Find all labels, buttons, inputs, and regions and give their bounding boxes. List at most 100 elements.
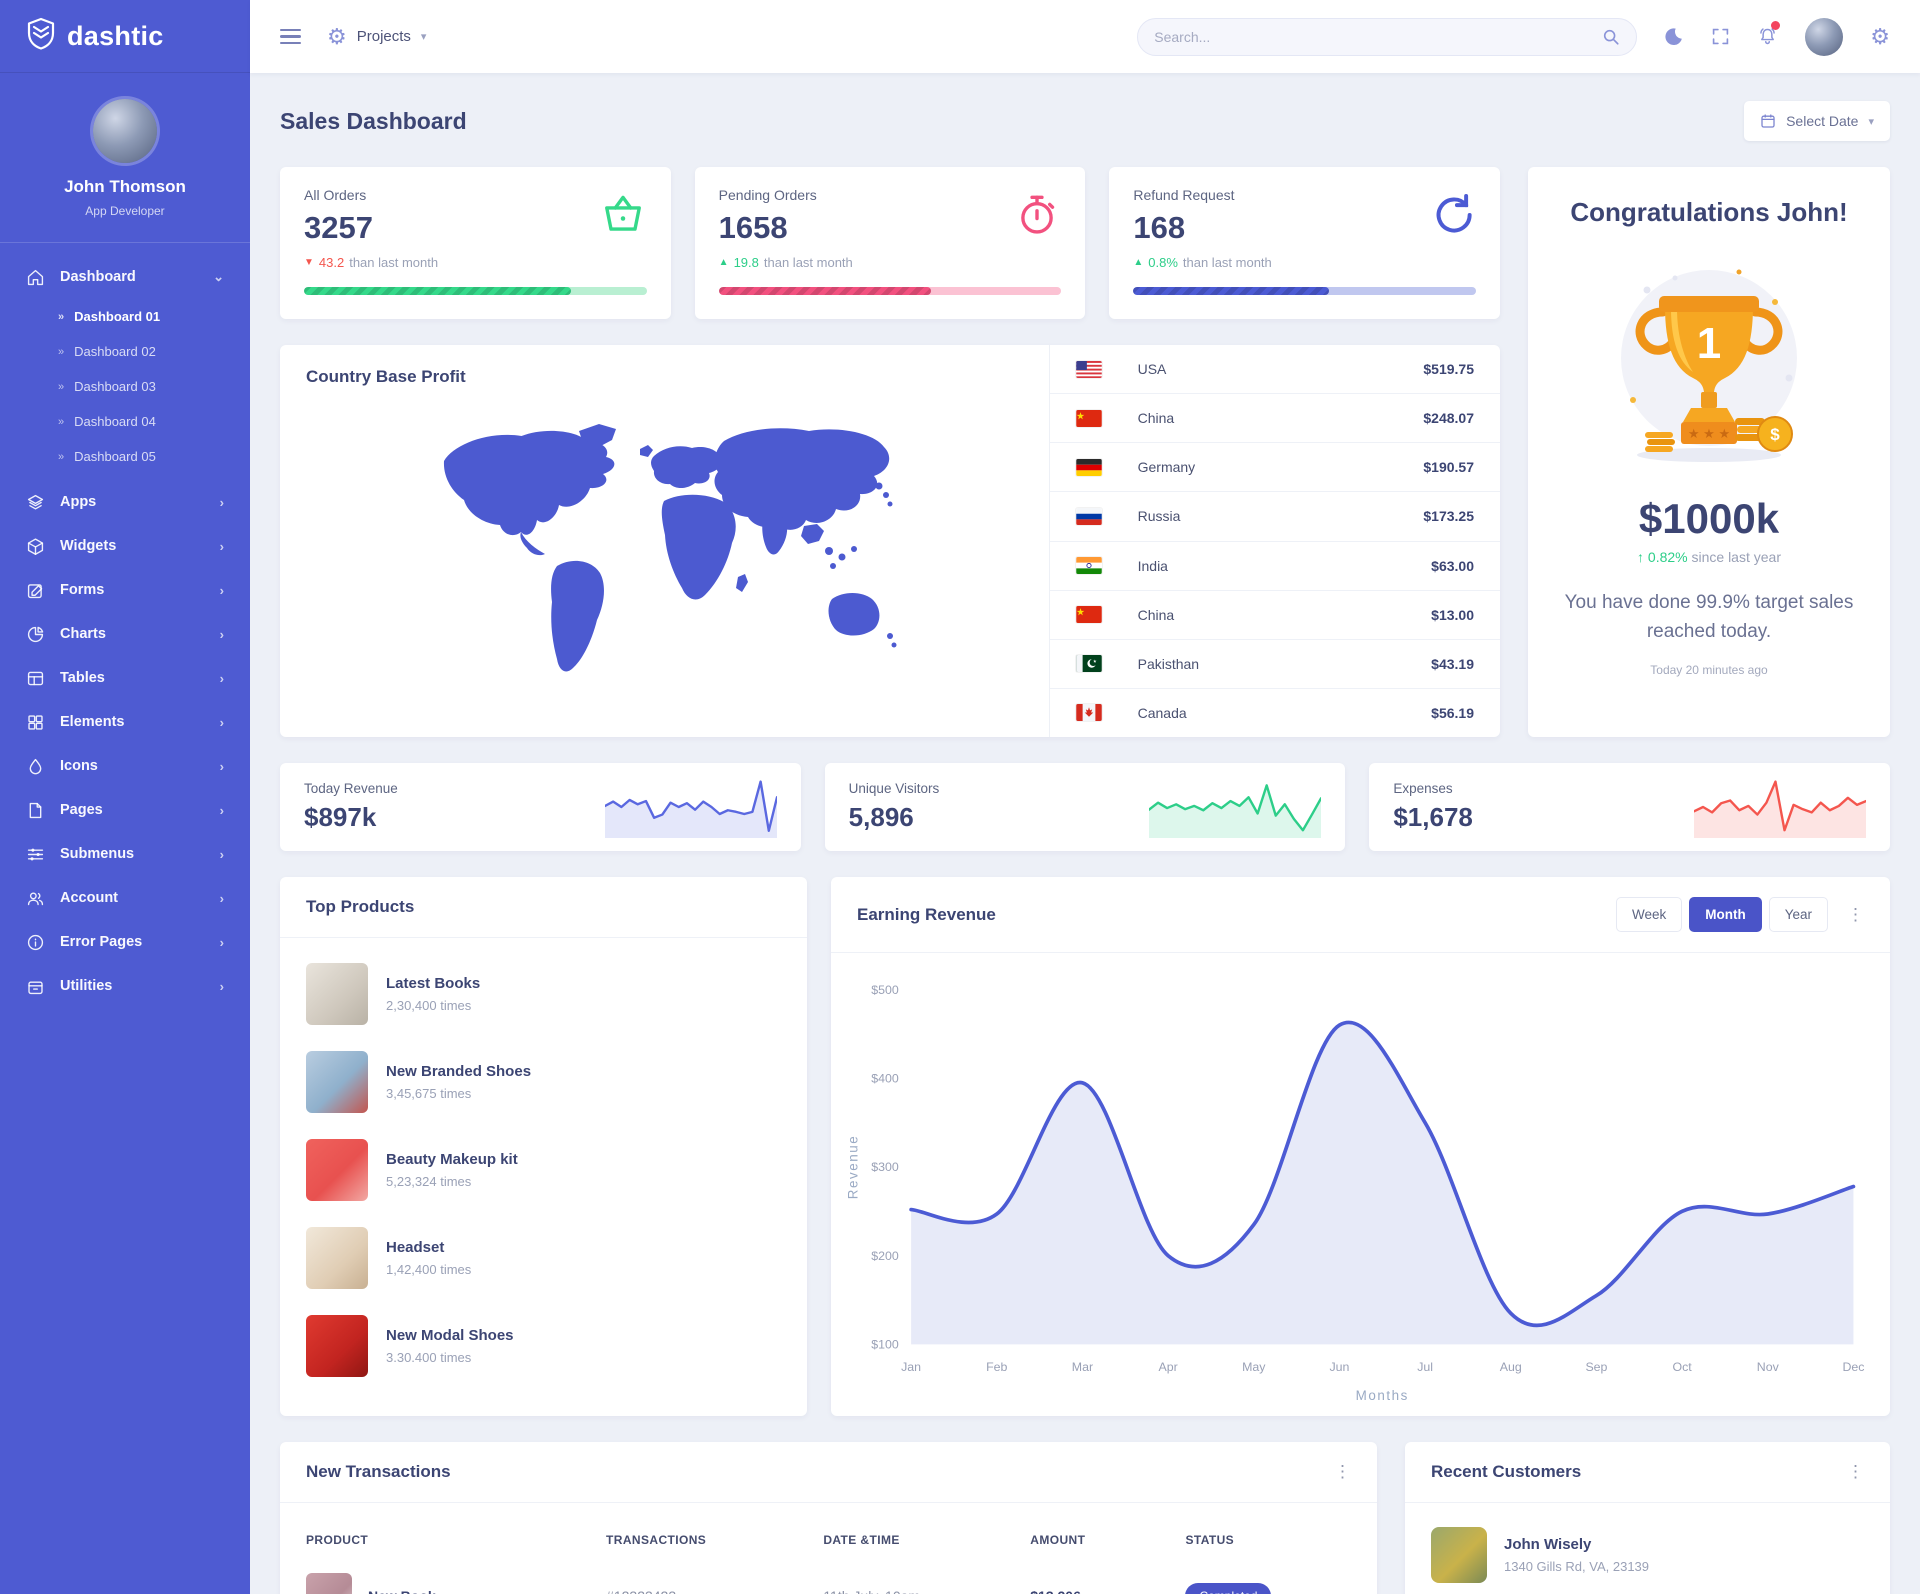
table-row[interactable]: New Book #12323423 11th July, 10am $13,2…: [306, 1561, 1351, 1594]
top-products-card: Top Products Latest Books 2,30,400 times: [280, 877, 807, 1417]
brand[interactable]: dashtic: [0, 0, 250, 73]
table-row[interactable]: Canada $56.19: [1050, 689, 1500, 737]
sidebar-item-forms[interactable]: Forms ›: [0, 568, 250, 612]
earning-revenue-title: Earning Revenue: [857, 904, 996, 924]
status-badge[interactable]: Completed: [1185, 1583, 1272, 1594]
double-chevron-icon: »: [58, 380, 65, 393]
sidebar-item-tables[interactable]: Tables ›: [0, 656, 250, 700]
page-content: Sales Dashboard Select Date ▾: [250, 73, 1920, 1594]
sidebar-subitem-dashboard-01[interactable]: » Dashboard 01: [58, 309, 161, 324]
list-item-latest-books[interactable]: Latest Books 2,30,400 times: [306, 950, 781, 1038]
sidebar-item-widgets[interactable]: Widgets ›: [0, 524, 250, 568]
table-row[interactable]: Pakisthan $43.19: [1049, 640, 1500, 689]
sidebar-item-charts[interactable]: Charts ›: [0, 612, 250, 656]
svg-text:★ ★ ★: ★ ★ ★: [1688, 426, 1730, 441]
sidebar-item-pages[interactable]: Pages ›: [0, 788, 250, 832]
earning-tabs: Week Month Year ⋮: [1615, 897, 1864, 932]
refresh-icon: [1428, 191, 1476, 270]
topbar: ⚙ Projects ▾: [250, 0, 1920, 73]
sidebar: dashtic John Thomson App Developer Dashb…: [0, 0, 250, 1594]
sidebar-item-elements[interactable]: Elements ›: [0, 700, 250, 744]
new-transactions-card: New Transactions ⋮ PRODUCT TRANSACTIONS …: [280, 1442, 1377, 1594]
grid-icon: [26, 712, 45, 733]
topbar-icons: ⚙: [1663, 17, 1890, 56]
search-input[interactable]: [1154, 28, 1593, 45]
table-row[interactable]: Russia $173.25: [1049, 492, 1500, 542]
search-icon[interactable]: [1602, 28, 1620, 46]
double-chevron-icon: »: [58, 345, 65, 358]
pencil-square-icon: [26, 580, 45, 601]
expenses-card: Expenses $1,678: [1369, 763, 1891, 851]
moon-icon[interactable]: [1663, 26, 1684, 47]
double-chevron-icon: »: [58, 450, 65, 463]
world-map[interactable]: [306, 387, 1023, 715]
table-row[interactable]: Germany $190.57: [1049, 443, 1500, 493]
svg-text:Feb: Feb: [986, 1360, 1007, 1374]
cube-icon: [26, 536, 45, 557]
brand-name: dashtic: [67, 20, 164, 51]
table-row[interactable]: China $13.00: [1049, 591, 1500, 640]
main-area: ⚙ Projects ▾: [250, 0, 1920, 1594]
today-revenue-card: Today Revenue $897k: [280, 763, 801, 851]
mini-cards-row: Today Revenue $897k Unique Visitors 5,89…: [280, 763, 1891, 851]
double-chevron-icon: »: [58, 415, 65, 428]
table-row[interactable]: India $63.00: [1049, 542, 1500, 591]
svg-text:$: $: [1770, 425, 1780, 444]
chevron-right-icon: ›: [219, 758, 224, 774]
projects-dropdown[interactable]: ⚙ Projects ▾: [327, 25, 426, 48]
list-item-new-branded-shoes[interactable]: New Branded Shoes 3,45,675 times: [306, 1038, 781, 1126]
new-transactions-title: New Transactions: [306, 1462, 451, 1482]
sidebar-item-account[interactable]: Account ›: [0, 876, 250, 920]
sidebar-item-submenus[interactable]: Submenus ›: [0, 832, 250, 876]
svg-text:Sep: Sep: [1585, 1360, 1607, 1374]
table-row[interactable]: China $248.07: [1049, 394, 1500, 444]
box-icon: [26, 976, 45, 997]
flag-china-icon: [1075, 606, 1102, 624]
user-avatar[interactable]: [1805, 17, 1844, 56]
sidebar-subitem-dashboard-05[interactable]: » Dashboard 05: [58, 449, 156, 464]
svg-text:Mar: Mar: [1072, 1360, 1093, 1374]
kebab-menu-icon[interactable]: ⋮: [1334, 1462, 1351, 1482]
bell-icon[interactable]: [1757, 21, 1781, 47]
list-item-headset[interactable]: Headset 1,42,400 times: [306, 1214, 781, 1302]
sidebar-subitem-dashboard-04[interactable]: » Dashboard 04: [58, 414, 156, 429]
recent-customers-title: Recent Customers: [1431, 1462, 1582, 1482]
fullscreen-icon[interactable]: [1711, 27, 1730, 46]
table-header-row: PRODUCT TRANSACTIONS DATE &TIME AMOUNT S…: [306, 1533, 1235, 1548]
sidebar-item-utilities[interactable]: Utilities ›: [0, 964, 250, 1008]
profile-avatar[interactable]: [93, 99, 157, 163]
table-row[interactable]: USA $519.75: [1049, 345, 1500, 395]
sidebar-item-dashboard[interactable]: Dashboard ⌄: [0, 255, 250, 299]
double-chevron-icon: »: [58, 310, 65, 323]
tab-week[interactable]: Week: [1615, 897, 1683, 932]
earning-revenue-chart: $100 $200 $300 $400 $500 Jan Feb Mar Apr May Jun Ju…: [831, 953, 1890, 1416]
drop-icon: [26, 756, 45, 777]
sidebar-subitem-dashboard-02[interactable]: » Dashboard 02: [58, 344, 156, 359]
stat-card-pending-orders: Pending Orders 1658 ▲ 19.8 than last mon…: [694, 167, 1086, 319]
product-image: [306, 1315, 368, 1377]
select-date-button[interactable]: Select Date ▾: [1744, 101, 1890, 141]
svg-text:$200: $200: [871, 1249, 899, 1263]
list-item-new-modal-shoes[interactable]: New Modal Shoes 3.30.400 times: [306, 1302, 781, 1390]
tab-year[interactable]: Year: [1768, 897, 1828, 932]
sidebar-item-apps[interactable]: Apps ›: [0, 480, 250, 524]
list-item-customer[interactable]: John Wisely 1340 Gills Rd, VA, 23139: [1431, 1513, 1864, 1594]
list-item-beauty-makeup-kit[interactable]: Beauty Makeup kit 5,23,324 times: [306, 1126, 781, 1214]
sidebar-nav: Dashboard ⌄ » Dashboard 01 » Dashboard 02 …: [0, 243, 250, 1020]
svg-text:Oct: Oct: [1672, 1360, 1692, 1374]
kebab-menu-icon[interactable]: ⋮: [1847, 1462, 1864, 1482]
hamburger-menu-icon[interactable]: [280, 28, 301, 45]
sidebar-subitem-dashboard-03[interactable]: » Dashboard 03: [58, 379, 156, 394]
tab-month[interactable]: Month: [1689, 897, 1762, 932]
settings-gear-icon[interactable]: ⚙: [1870, 23, 1890, 49]
kebab-menu-icon[interactable]: ⋮: [1847, 904, 1864, 924]
brand-shield-icon: [26, 17, 56, 55]
sidebar-item-icons[interactable]: Icons ›: [0, 744, 250, 788]
chevron-down-icon: ▾: [1868, 115, 1874, 128]
transactions-table: PRODUCT TRANSACTIONS DATE &TIME AMOUNT S…: [280, 1503, 1377, 1594]
sidebar-item-error-pages[interactable]: Error Pages ›: [0, 920, 250, 964]
country-profit-table: USA $519.75 China $248.07 Germany: [1048, 345, 1500, 737]
sliders-icon: [26, 844, 45, 865]
congrats-amount: $1000k: [1638, 495, 1780, 542]
